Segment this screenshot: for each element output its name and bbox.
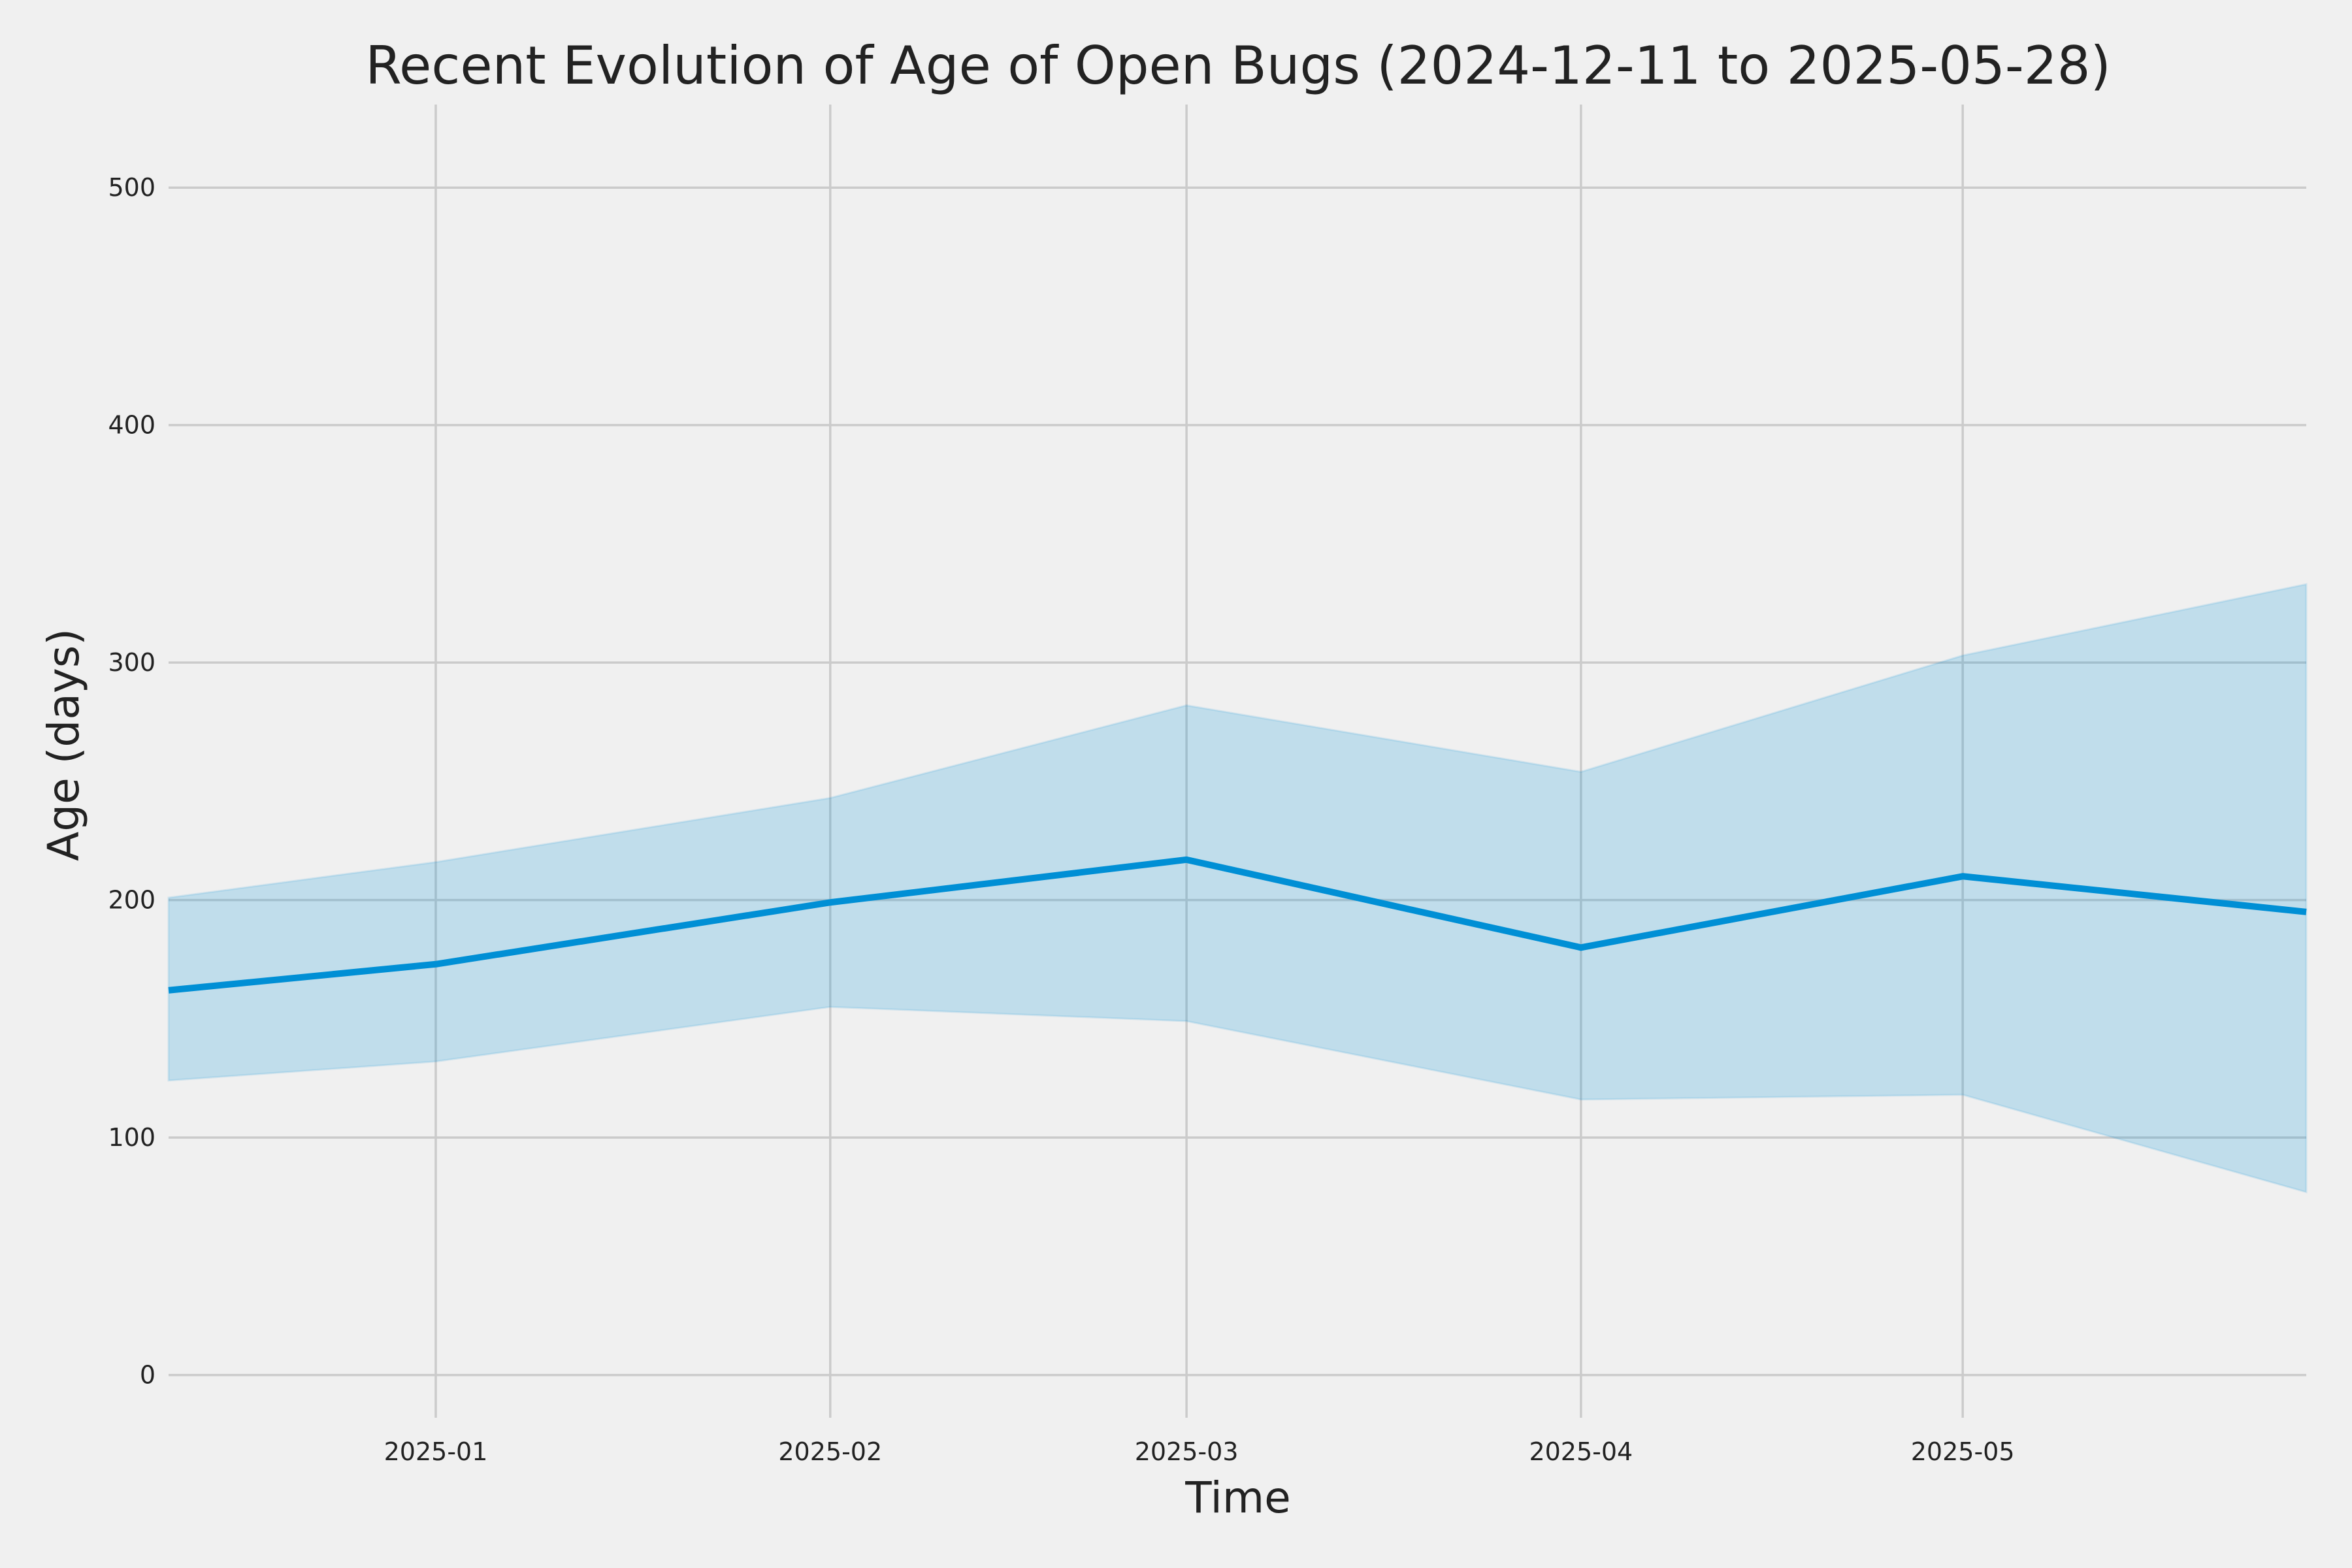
series-line-layer (168, 856, 2307, 994)
y-tick-label: 0 (140, 1361, 155, 1390)
y-tick-label: 300 (108, 648, 155, 677)
data-point (435, 964, 436, 965)
y-tick-label: 100 (108, 1123, 155, 1152)
y-tick-label: 200 (108, 886, 155, 915)
y-tick-label: 500 (108, 173, 155, 202)
x-axis-title: Time (1184, 1473, 1291, 1523)
confidence-band (167, 583, 2308, 1194)
x-tick-label: 2025-05 (1911, 1437, 2015, 1466)
data-point (1580, 947, 1582, 948)
y-tick-label: 400 (108, 411, 155, 440)
series-line (168, 856, 2307, 994)
x-tick-label: 2025-02 (778, 1437, 882, 1466)
x-tick-label: 2025-03 (1135, 1437, 1239, 1466)
data-point (830, 902, 831, 903)
confidence-band-layer (167, 583, 2308, 1194)
data-point (1962, 875, 1963, 877)
data-point (2306, 911, 2307, 913)
data-point (168, 990, 169, 991)
x-tick-label: 2025-01 (384, 1437, 488, 1466)
data-point (1186, 859, 1187, 860)
chart-title: Recent Evolution of Age of Open Bugs (20… (365, 35, 2111, 96)
tick-labels: 0 100 200 300 400 500 2025-01 2025-02 2025-03 202… (108, 173, 2014, 1466)
grid (169, 105, 2306, 1418)
x-tick-label: 2025-04 (1529, 1437, 1633, 1466)
y-axis-title: Age (days) (39, 629, 89, 861)
